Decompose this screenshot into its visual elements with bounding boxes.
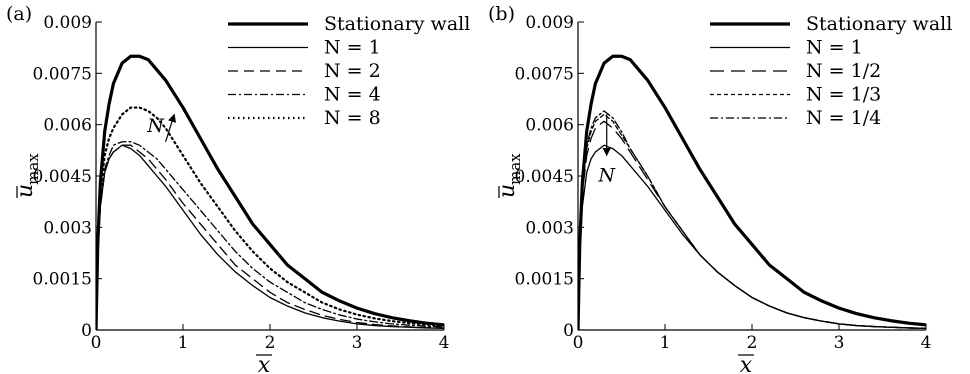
x-tick-label: 3 (834, 333, 845, 353)
y-tick-label: 0.0075 (515, 64, 574, 84)
series-line-4 (96, 106, 444, 330)
x-tick-label: 4 (921, 333, 932, 353)
y-tick-label: 0.009 (43, 13, 92, 33)
x-tick-label: 0 (573, 333, 584, 353)
legend-label-0: Stationary wall (806, 13, 952, 35)
panel-label: (a) (6, 3, 32, 25)
x-tick-label: 1 (178, 333, 189, 353)
series-line-1 (578, 144, 926, 330)
y-axis-label-sub: max (506, 153, 524, 185)
y-axis-label-sub: max (24, 153, 42, 185)
x-axis-label: x (258, 353, 271, 374)
x-tick-label: 0 (91, 333, 102, 353)
legend-label-3: N = 4 (324, 84, 381, 106)
x-tick-label: 2 (747, 333, 758, 353)
annotation-arrow (165, 113, 177, 142)
y-tick-label: 0.006 (525, 116, 574, 136)
series-line-3 (96, 141, 444, 330)
panel-label: (b) (488, 3, 515, 25)
legend-label-2: N = 2 (324, 60, 381, 82)
series-line-1 (96, 144, 444, 330)
series-line-0 (96, 54, 444, 330)
x-tick-label: 2 (265, 333, 276, 353)
y-tick-label: 0.0075 (33, 64, 92, 84)
series-group (96, 54, 444, 330)
legend-label-3: N = 1/3 (806, 84, 881, 106)
y-tick-label: 0.003 (525, 218, 574, 238)
series-line-2 (578, 120, 926, 330)
y-tick-label: 0.003 (43, 218, 92, 238)
annotation-label: N (597, 164, 616, 186)
x-axis-label: x (740, 353, 753, 374)
series-group (578, 54, 926, 330)
y-tick-label: 0 (563, 321, 574, 341)
annotation-label: N (146, 115, 165, 137)
x-tick-label: 1 (660, 333, 671, 353)
y-axis-label-base: u (13, 184, 38, 198)
y-tick-label: 0.009 (525, 13, 574, 33)
y-tick-label: 0.006 (43, 116, 92, 136)
legend-label-0: Stationary wall (324, 13, 470, 35)
x-tick-label: 4 (439, 333, 450, 353)
legend-label-1: N = 1 (806, 37, 863, 59)
x-tick-label: 3 (352, 333, 363, 353)
legend-label-2: N = 1/2 (806, 60, 881, 82)
legend-label-4: N = 8 (324, 107, 381, 129)
panel-b: 0 1 2 3 4 0 0.0015 0.003 0.0045 0.006 0.0075 0.009 (… (488, 3, 952, 374)
y-tick-label: 0.0045 (33, 167, 92, 187)
panel-a: 0 1 2 3 4 0 0.0015 0.003 0.0045 0.006 0.0075 0.009 (… (6, 3, 470, 374)
y-axis-label-base: u (495, 184, 520, 198)
y-tick-label: 0 (81, 321, 92, 341)
legend-label-4: N = 1/4 (806, 107, 881, 129)
y-tick-label: 0.0015 (515, 270, 574, 290)
legend-label-1: N = 1 (324, 37, 381, 59)
series-line-0 (578, 54, 926, 330)
y-tick-label: 0.0015 (33, 270, 92, 290)
series-line-4 (578, 110, 926, 330)
series-line-2 (96, 144, 444, 330)
y-tick-label: 0.0045 (515, 167, 574, 187)
